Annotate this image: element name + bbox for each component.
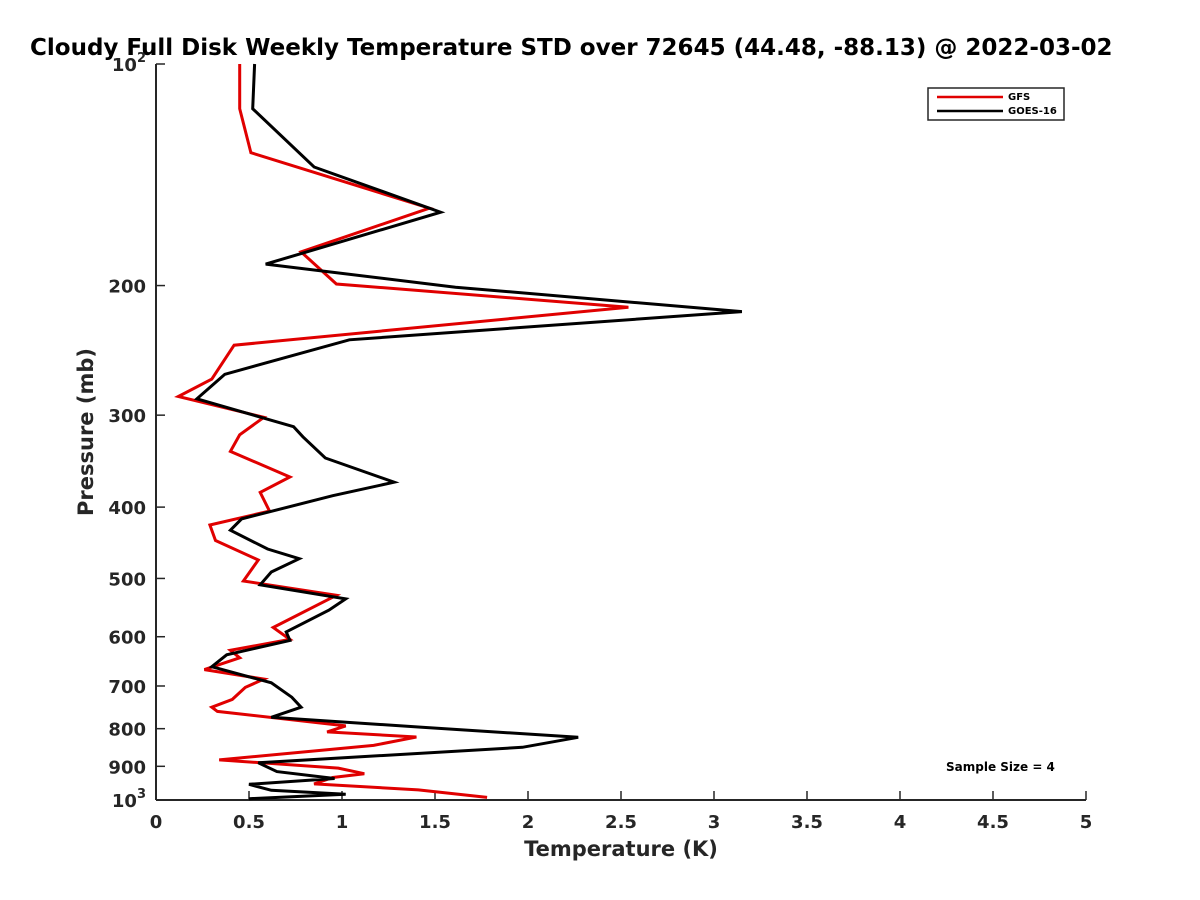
plot-area: 0 0.5 1 1.5 2 2.5 3 3.5 4 4.5 5 102 200 300 400 500 600… xyxy=(108,51,1092,833)
y-tick-label: 700 xyxy=(108,677,146,698)
y-tick-label: 300 xyxy=(108,406,146,427)
x-tick-label: 0 xyxy=(150,812,163,833)
y-ticks: 102 200 300 400 500 600 700 800 900 103 xyxy=(108,51,165,812)
legend-label-goes16: GOES-16 xyxy=(1008,106,1057,117)
x-tick-label: 5 xyxy=(1080,812,1093,833)
x-tick-label: 4 xyxy=(894,812,907,833)
legend: GFS GOES-16 xyxy=(927,87,1065,121)
legend-box xyxy=(927,87,1065,121)
series-group xyxy=(174,63,743,801)
legend-label-gfs: GFS xyxy=(1008,92,1030,103)
x-tick-label: 3 xyxy=(708,812,721,833)
y-tick-label: 500 xyxy=(108,569,146,590)
x-tick-label: 2.5 xyxy=(605,812,637,833)
x-axis-title: Temperature (K) xyxy=(524,837,718,861)
y-tick-label: 800 xyxy=(108,720,146,741)
x-tick-label: 2 xyxy=(522,812,535,833)
x-tick-label: 3.5 xyxy=(791,812,823,833)
series-line-gfs xyxy=(174,64,629,799)
chart-title: Cloudy Full Disk Weekly Temperature STD … xyxy=(30,35,1113,61)
x-tick-label: 0.5 xyxy=(233,812,265,833)
y-axis-title: Pressure (mb) xyxy=(74,348,98,516)
y-tick-label: 103 xyxy=(112,787,146,812)
x-tick-label: 4.5 xyxy=(977,812,1009,833)
y-tick-label: 200 xyxy=(108,277,146,298)
x-ticks: 0 0.5 1 1.5 2 2.5 3 3.5 4 4.5 5 xyxy=(150,791,1093,833)
y-tick-label: 102 xyxy=(112,51,146,76)
sample-size-annotation: Sample Size = 4 xyxy=(946,760,1055,774)
x-tick-label: 1 xyxy=(336,812,349,833)
y-tick-label: 600 xyxy=(108,628,146,649)
x-tick-label: 1.5 xyxy=(419,812,451,833)
y-tick-label: 400 xyxy=(108,498,146,519)
series-line-goes16 xyxy=(193,63,743,801)
y-tick-label: 900 xyxy=(108,757,146,778)
